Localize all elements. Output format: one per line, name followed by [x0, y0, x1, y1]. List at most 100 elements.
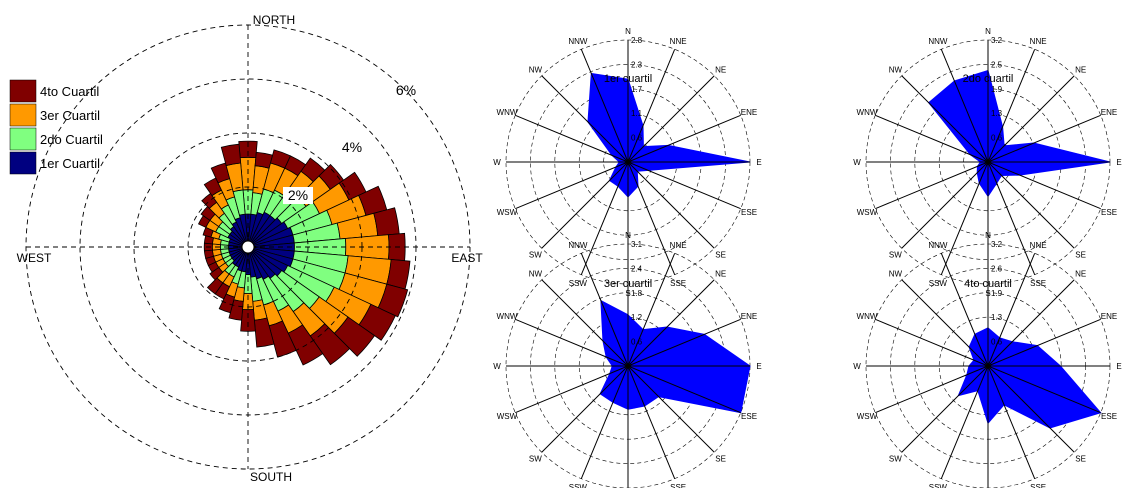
- radar-title-3er: 3er cuartil: [604, 278, 652, 290]
- radar-chart-1er-cuartil: NNNENEENEEESESESSESSSWSWWSWWWNWNWNNW2.82…: [493, 27, 761, 298]
- legend-swatch-4to: [9, 79, 37, 103]
- radar-chart-4to-cuartil: NNNENEENEEESESESSESSSWSWWSWWWNWNWNNW3.22…: [853, 231, 1122, 488]
- compass-label-east: EAST: [451, 251, 483, 265]
- radar-direction-ene: ENE: [1101, 108, 1117, 117]
- radar-spoke-wsw: [875, 365, 989, 414]
- radar-spoke-wnw: [515, 318, 629, 367]
- radar-direction-ne: NE: [1075, 269, 1086, 278]
- compass-label-west: WEST: [17, 251, 52, 265]
- rose-sector-4to-cuartil-170: [253, 317, 275, 348]
- radar-tick-label: 2.4: [631, 264, 643, 273]
- radar-spoke-se: [627, 161, 715, 249]
- radar-title-1er: 1er cuartil: [604, 73, 652, 85]
- radar-direction-sw: SW: [889, 251, 902, 260]
- radar-tick-label: 0.6: [991, 338, 1003, 347]
- radar-direction-sse: SSE: [670, 279, 686, 288]
- wind-rose-sectors: [197, 140, 411, 366]
- radar-direction-nw: NW: [889, 65, 903, 74]
- radar-direction-nne: NNE: [1030, 241, 1047, 250]
- radar-direction-sw: SW: [889, 455, 902, 464]
- radar-tick-label: 0.6: [631, 134, 643, 143]
- radar-direction-se: SE: [1075, 251, 1086, 260]
- radar-spoke-nne: [987, 49, 1036, 163]
- radar-tick-label: 2.5: [991, 60, 1003, 69]
- radar-spoke-ene: [627, 114, 741, 163]
- ring-label-4pct: 4%: [342, 139, 362, 155]
- radar-direction-sse: SSE: [1030, 483, 1046, 488]
- radar-direction-sse: SSE: [1030, 279, 1046, 288]
- radar-spoke-wnw: [515, 114, 629, 163]
- rose-sector-4to-cuartil-0: [238, 140, 258, 159]
- radar-spoke-ssw: [940, 365, 989, 479]
- radar-direction-ne: NE: [1075, 65, 1086, 74]
- radar-direction-sw: SW: [529, 251, 542, 260]
- radar-direction-w: W: [853, 158, 861, 167]
- ring-label-2pct-bg: [283, 187, 313, 204]
- rose-center-hole: [241, 240, 255, 254]
- radar-direction-sse: SSE: [670, 483, 686, 488]
- radar-spoke-ese: [627, 161, 741, 210]
- rose-sector-4to-cuartil-230: [209, 266, 224, 281]
- rose-sector-4to-cuartil-140: [309, 323, 351, 366]
- legend-label-2do: 2do Cuartil: [40, 132, 103, 147]
- radar-direction-ese: ESE: [741, 208, 757, 217]
- radar-direction-n: N: [625, 27, 631, 36]
- radar-tick-label: 1.2: [631, 313, 643, 322]
- radar-area: [599, 299, 751, 414]
- radar-spoke-wnw: [875, 318, 989, 367]
- radar-spoke-nw: [901, 279, 989, 367]
- radar-direction-ene: ENE: [1101, 312, 1117, 321]
- radar-spoke-wsw: [515, 161, 629, 210]
- legend-swatch-2do: [9, 127, 37, 151]
- radar-tick-label: 0.6: [991, 134, 1003, 143]
- radar-title-4to: 4to cuartil: [964, 278, 1012, 290]
- radar-spoke-ene: [627, 318, 741, 367]
- radar-spoke-nnw: [940, 49, 989, 163]
- radar-direction-nw: NW: [529, 269, 543, 278]
- radar-tick-label: 1.3: [991, 109, 1003, 118]
- radar-spoke-ese: [987, 365, 1101, 414]
- radar-spoke-ssw: [580, 161, 629, 275]
- ring-label-2pct: 2%: [288, 187, 308, 203]
- radar-tick-label: 2.6: [991, 264, 1003, 273]
- radar-spoke-nw: [541, 279, 629, 367]
- legend-label-4to: 4to Cuartil: [40, 84, 99, 99]
- radar-title-2do: 2do cuartil: [963, 73, 1014, 85]
- radar-spoke-sw: [901, 161, 989, 249]
- radar-direction-n: N: [625, 231, 631, 240]
- compass-label-north: NORTH: [253, 13, 295, 27]
- radar-tick-label: 0.6: [631, 338, 643, 347]
- radar-spoke-ne: [627, 279, 715, 367]
- legend-label-1er: 1er Cuartil: [40, 156, 100, 171]
- radar-direction-ssw: SSW: [569, 483, 588, 488]
- radar-direction-wsw: WSW: [497, 412, 518, 421]
- radar-direction-ene: ENE: [741, 108, 757, 117]
- wind-rose-axes: [26, 25, 470, 469]
- radar-direction-e: E: [756, 362, 761, 371]
- radar-tick-label: 3.1: [631, 240, 643, 249]
- ring-label-6pct: 6%: [396, 82, 416, 98]
- rose-sector-4to-cuartil-110: [377, 283, 409, 318]
- radar-tick-label: 3.2: [991, 36, 1003, 45]
- radar-direction-wnw: WNW: [497, 312, 518, 321]
- radar-spoke-wnw: [875, 114, 989, 163]
- rose-sector-4to-cuartil-200: [218, 293, 236, 314]
- radar-direction-wsw: WSW: [857, 412, 878, 421]
- rose-sector-4to-cuartil-180: [240, 309, 256, 332]
- radar-direction-wsw: WSW: [497, 208, 518, 217]
- radar-direction-ese: ESE: [1101, 412, 1117, 421]
- radar-direction-se: SE: [715, 251, 726, 260]
- radar-tick-label: 1.7: [631, 85, 643, 94]
- radar-direction-wnw: WNW: [857, 108, 878, 117]
- radar-spoke-nw: [901, 75, 989, 163]
- radar-direction-n: N: [985, 27, 991, 36]
- legend-label-3er: 3er Cuartil: [40, 108, 100, 123]
- radar-tick-label: 3.2: [991, 240, 1003, 249]
- radar-direction-e: E: [1116, 158, 1121, 167]
- radar-direction-ene: ENE: [741, 312, 757, 321]
- radar-direction-nnw: NNW: [568, 241, 588, 250]
- radar-spoke-ne: [987, 75, 1075, 163]
- rose-sector-4to-cuartil-220: [206, 277, 224, 295]
- radar-tick-label: 1.1: [631, 109, 643, 118]
